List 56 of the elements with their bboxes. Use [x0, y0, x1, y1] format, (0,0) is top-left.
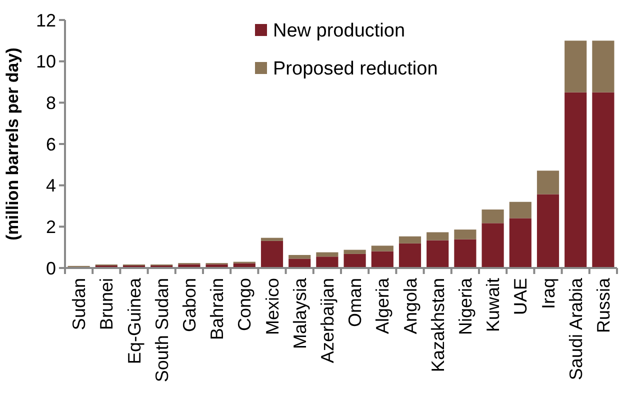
x-tick-label: South Sudan: [152, 278, 172, 382]
x-tick-label: Kazakhstan: [428, 278, 448, 372]
bar: [260, 238, 284, 241]
bar: [371, 251, 394, 268]
x-tick-label: Eq-Guinea: [124, 277, 144, 364]
bar: [288, 254, 311, 259]
y-tick-label: 2: [46, 216, 56, 237]
x-tick-label: Iraq: [538, 278, 558, 310]
bar: [426, 240, 449, 268]
x-tick-label: Malaysia: [290, 277, 310, 350]
bar: [509, 202, 532, 218]
x-tick-label: UAE: [510, 278, 531, 316]
bar: [564, 40, 587, 92]
x-tick-label: Brunei: [96, 278, 117, 330]
bar: [482, 223, 504, 268]
x-tick-label: Saudi Arabia: [566, 277, 586, 380]
x-tick-label: Mexico: [262, 278, 282, 336]
bar: [288, 258, 311, 268]
bar: [454, 239, 476, 268]
x-tick-label: Gabon: [180, 278, 200, 332]
bar: [536, 194, 560, 268]
bar: [482, 210, 504, 224]
x-tick-label: Oman: [345, 278, 366, 328]
bar: [592, 92, 614, 268]
y-tick-label: 0: [46, 258, 56, 278]
x-tick-label: Bahrain: [207, 278, 228, 340]
y-tick-label: 12: [36, 10, 56, 30]
bar: [344, 250, 366, 254]
x-tick-label: Kuwait: [483, 278, 504, 332]
legend-label: New production: [273, 20, 406, 42]
bar: [398, 236, 422, 244]
bar: [509, 218, 532, 268]
y-tick-label: 6: [46, 134, 56, 154]
bar: [564, 92, 587, 268]
legend-label: Proposed reduction: [273, 58, 438, 80]
x-tick-label: Algeria: [372, 277, 393, 334]
bar: [316, 252, 338, 257]
x-tick-label: Angola: [400, 277, 420, 334]
x-tick-label: Sudan: [69, 278, 90, 330]
x-tick-label: Nigeria: [456, 277, 476, 336]
bar: [344, 254, 366, 268]
bar: [398, 243, 422, 268]
bar: [371, 246, 394, 252]
x-tick-label: Azerbaijan: [318, 278, 338, 364]
y-axis-title: (million barrels per day): [3, 48, 22, 240]
bar: [426, 232, 449, 240]
y-tick-label: 4: [46, 176, 56, 196]
bar: [260, 240, 284, 268]
x-tick-label: Russia: [594, 277, 614, 334]
y-tick-label: 10: [36, 52, 56, 72]
bar: [592, 40, 614, 92]
bar: [316, 256, 338, 268]
bar: [536, 170, 560, 194]
x-tick-label: Congo: [234, 278, 255, 332]
y-tick-label: 8: [46, 92, 56, 113]
bar: [454, 230, 476, 240]
